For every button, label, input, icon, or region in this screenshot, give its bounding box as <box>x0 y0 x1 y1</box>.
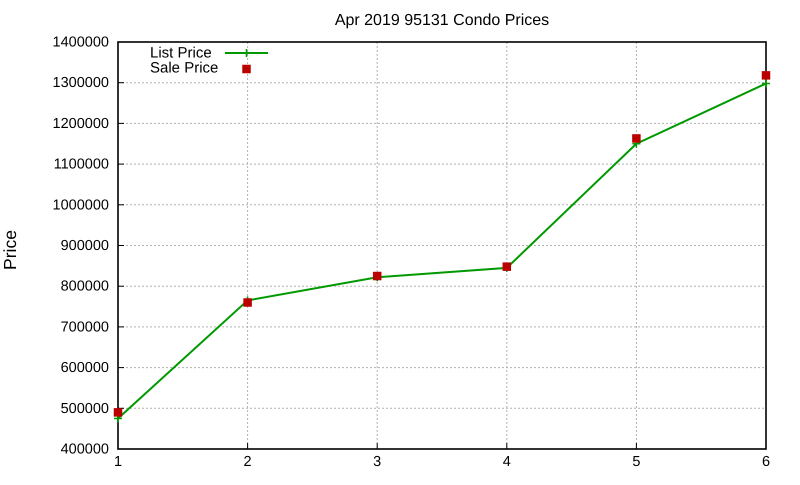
svg-text:4: 4 <box>503 454 511 470</box>
svg-text:700000: 700000 <box>61 319 109 335</box>
svg-text:6: 6 <box>762 454 770 470</box>
svg-text:900000: 900000 <box>61 238 109 254</box>
svg-text:1100000: 1100000 <box>54 157 109 173</box>
svg-text:1300000: 1300000 <box>53 75 109 91</box>
svg-text:1400000: 1400000 <box>53 35 109 51</box>
svg-text:800000: 800000 <box>61 279 109 295</box>
svg-text:1000000: 1000000 <box>53 197 109 213</box>
svg-text:1200000: 1200000 <box>53 116 109 132</box>
svg-text:3: 3 <box>373 454 381 470</box>
svg-text:5: 5 <box>632 454 640 470</box>
svg-text:600000: 600000 <box>61 360 109 376</box>
svg-text:1: 1 <box>114 454 122 470</box>
svg-text:Sale Price: Sale Price <box>150 60 218 77</box>
svg-text:400000: 400000 <box>61 442 109 458</box>
svg-text:500000: 500000 <box>61 401 109 417</box>
svg-text:2: 2 <box>244 454 252 470</box>
svg-text:Apr 2019 95131 Condo Prices: Apr 2019 95131 Condo Prices <box>335 12 549 29</box>
svg-text:Price: Price <box>0 230 20 270</box>
